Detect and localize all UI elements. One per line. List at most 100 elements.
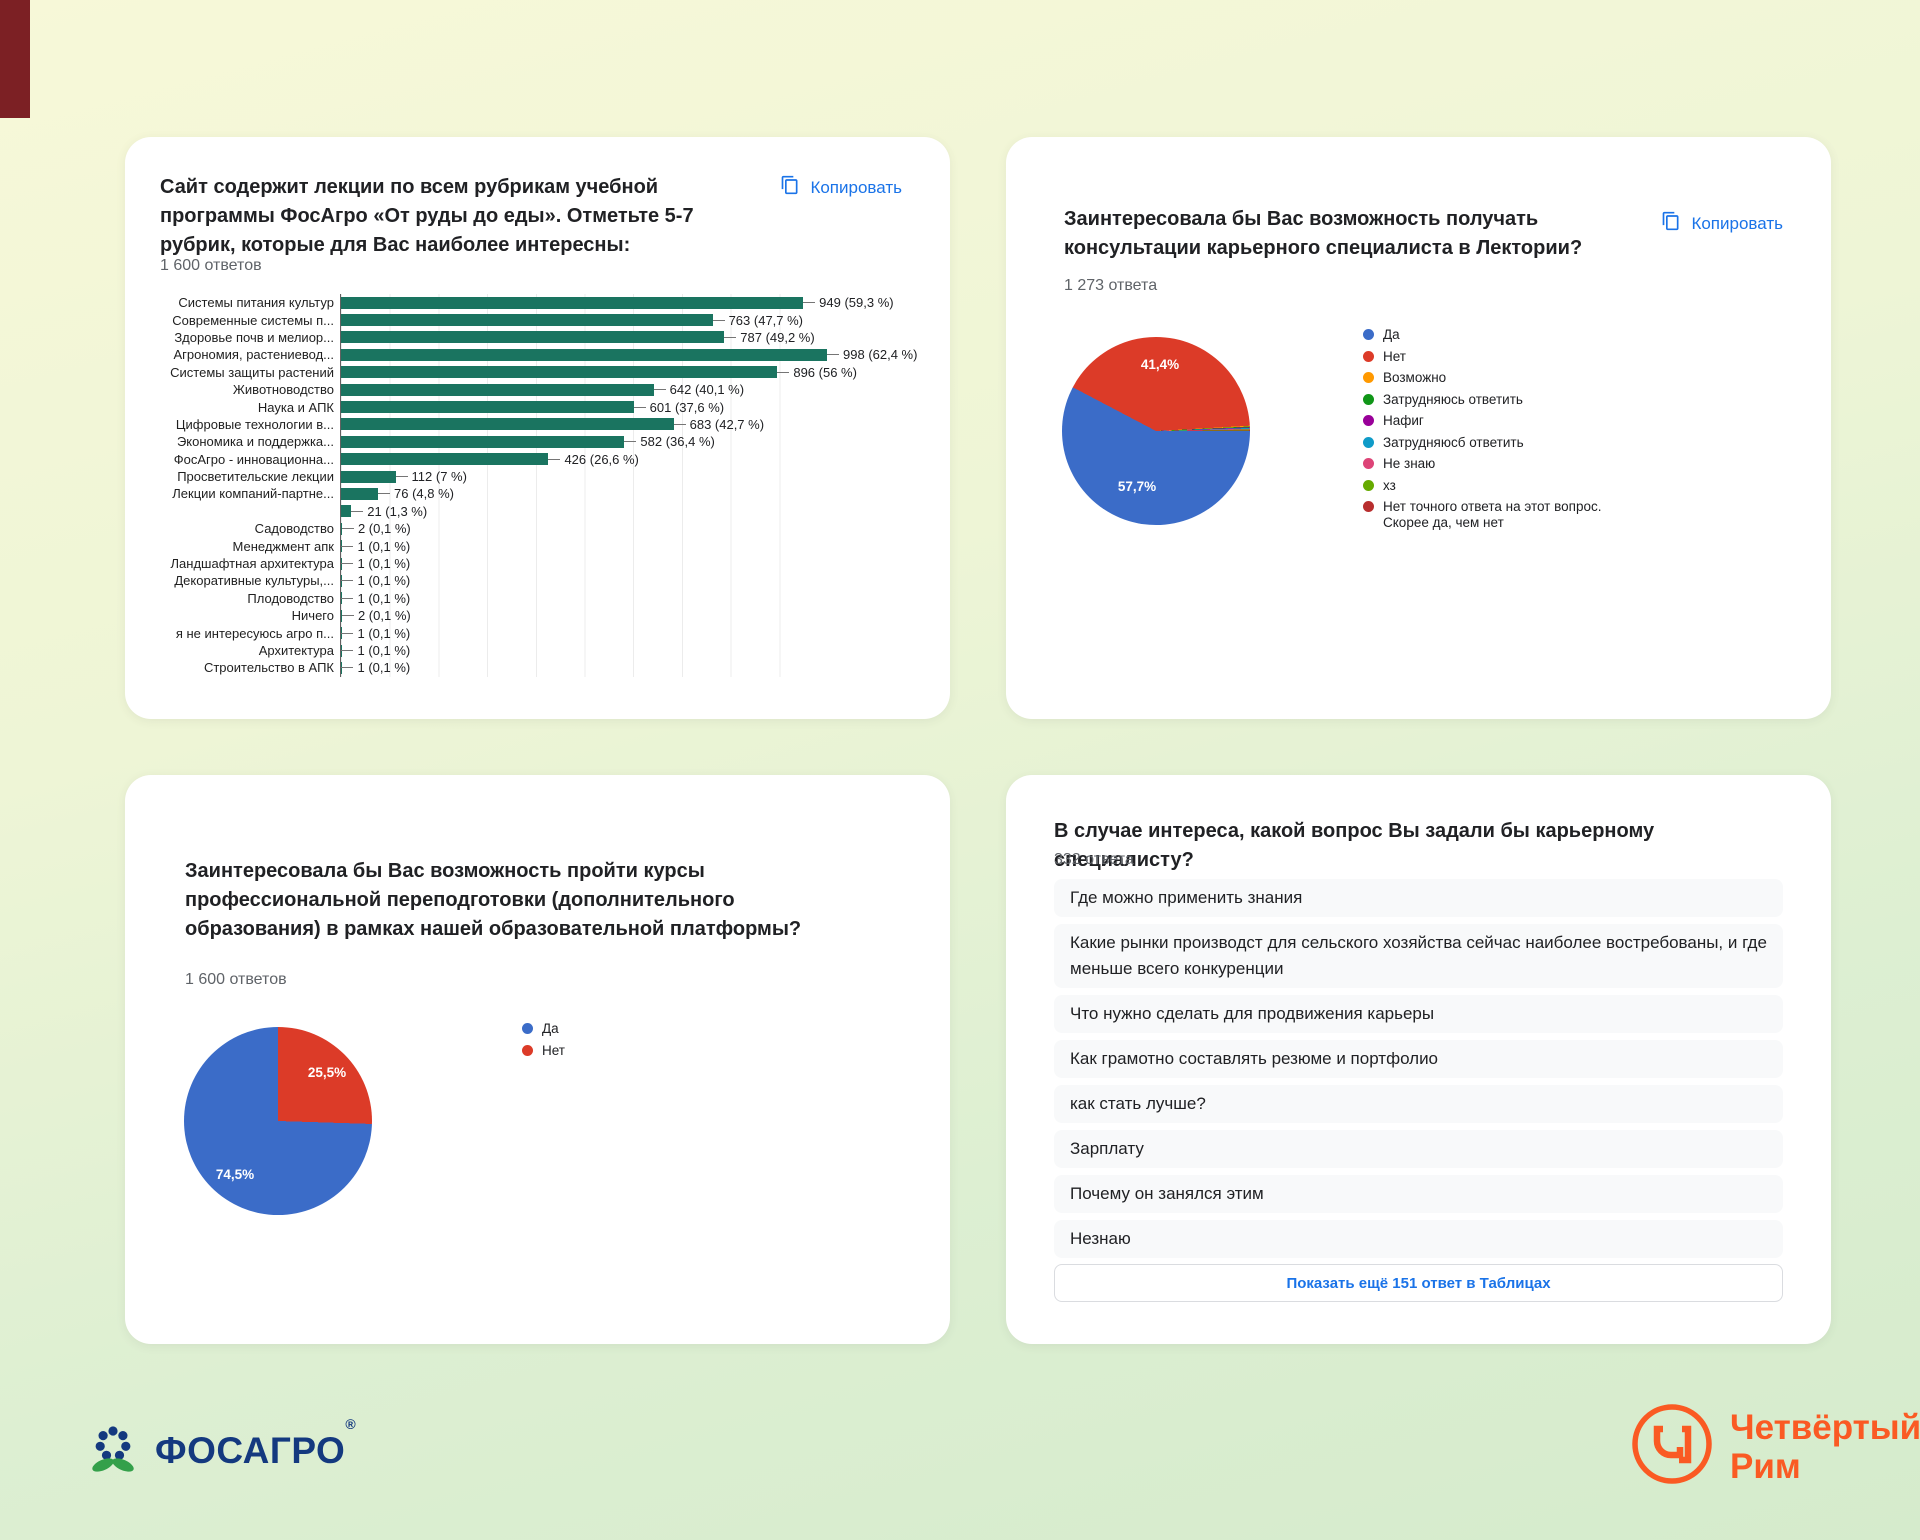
- bar-category-label: Архитектура: [258, 643, 334, 658]
- bar-category-label: Здоровье почв и мелиор...: [174, 329, 334, 345]
- bar-row: Садоводство 2 (0,1 %): [160, 520, 920, 538]
- legend-color-dot: [1363, 436, 1374, 448]
- bar-value-label: 1 (0,1 %): [357, 625, 411, 641]
- bar-value-label: 763 (47,7 %): [728, 312, 804, 328]
- bar-row: Агрономия, растениевод... 998 (62,4 %): [160, 346, 920, 364]
- legend-color-dot: [1363, 415, 1374, 426]
- pie-slice-label: 25,5%: [307, 1065, 347, 1080]
- responses-count: 1 600 ответов: [185, 971, 287, 988]
- bar-track: 1 (0,1 %): [340, 537, 828, 555]
- legend-label: Затрудняюсь ответить: [1383, 391, 1523, 407]
- bar-leader-line: [624, 441, 637, 443]
- legend-label: Да: [542, 1021, 559, 1036]
- answers-list: Где можно применить знания Какие рынки пр…: [1054, 879, 1783, 1258]
- bar-leader-line: [341, 615, 354, 617]
- bar-category-label: Менеджмент апк: [232, 538, 334, 554]
- legend-label: Возможно: [1383, 370, 1447, 385]
- answer-row: Зарплату: [1054, 1130, 1783, 1168]
- bar-leader-line: [341, 563, 354, 565]
- bar-leader-line: [341, 650, 354, 651]
- bar-value-label: 1 (0,1 %): [357, 590, 411, 606]
- legend-item: хз: [1363, 478, 1621, 494]
- bar-value-label: 787 (49,2 %): [740, 329, 815, 345]
- bar-row: Лекции компаний-партне... 76 (4,8 %): [160, 485, 920, 503]
- registered-mark: ®: [345, 1415, 357, 1432]
- bar-track: 896 (56 %): [340, 363, 857, 381]
- bar-track: 1 (0,1 %): [340, 659, 828, 677]
- bar-track: 2 (0,1 %): [340, 607, 828, 625]
- bar: [341, 383, 654, 396]
- bar-track: 1 (0,1 %): [340, 554, 828, 573]
- bar-row: я не интересуюсь агро п... 1 (0,1 %): [160, 624, 920, 642]
- bar-category-label: Современные системы п...: [172, 312, 334, 328]
- legend-color-dot: [1363, 479, 1374, 491]
- pie-slice-label: 41,4%: [1140, 357, 1180, 372]
- bar: [341, 505, 352, 518]
- corner-strip: [0, 0, 30, 118]
- question-title: Сайт содержит лекции по всем рубрикам уч…: [160, 176, 694, 256]
- bar-leader-line: [827, 354, 840, 356]
- bar-category-label: ФосАгро - инновационна...: [173, 451, 334, 467]
- bar-category-label: Агрономия, растениевод...: [173, 347, 334, 363]
- bar-row: Менеджмент апк 1 (0,1 %): [160, 537, 920, 555]
- bar-leader-line: [653, 389, 666, 391]
- copy-button[interactable]: Копировать: [780, 175, 902, 200]
- rubrics-bar-card: Копировать Сайт содержит лекции по всем …: [125, 137, 950, 719]
- copy-button[interactable]: Копировать: [1661, 211, 1783, 236]
- bar-value-label: 949 (59,3 %): [819, 295, 894, 311]
- bar-track: 426 (26,6 %): [340, 450, 828, 468]
- bar-track: 2 (0,1 %): [340, 520, 828, 538]
- question-title: Заинтересовала бы Вас возможность пройти…: [185, 860, 802, 940]
- fosagro-flower-icon: [85, 1420, 141, 1481]
- courses-pie-card: Заинтересовала бы Вас возможность пройти…: [125, 775, 950, 1344]
- bar-row: Современные системы п... 763 (47,7 %): [160, 311, 920, 329]
- bar-leader-line: [712, 319, 725, 321]
- bar-category-label: Декоративные культуры,...: [174, 573, 334, 589]
- legend-item: Не знаю: [1363, 456, 1621, 472]
- legend-label: Нет точного ответа на этот вопрос. Скоре…: [1383, 499, 1602, 530]
- bar-track: 1 (0,1 %): [340, 624, 828, 642]
- bar: [341, 401, 634, 414]
- question-title: Заинтересовала бы Вас возможность получа…: [1064, 208, 1583, 259]
- fosagro-logo: ФОСАГРО®: [85, 1416, 356, 1481]
- bar-category-label: Системы защиты растений: [170, 364, 334, 380]
- bar: [341, 314, 713, 327]
- bar-category-label: Ничего: [291, 608, 334, 624]
- bar-track: 787 (49,2 %): [340, 328, 828, 347]
- responses-count: 1 600 ответов: [160, 257, 262, 274]
- bar-track: 1 (0,1 %): [340, 641, 828, 660]
- answer-row: Что нужно сделать для продвижения карьер…: [1054, 995, 1783, 1033]
- bar-category-label: Животноводство: [232, 382, 334, 398]
- bar-track: 998 (62,4 %): [340, 346, 917, 364]
- bar: [341, 366, 778, 379]
- bar-value-label: 1 (0,1 %): [357, 573, 411, 589]
- bar: [341, 522, 342, 535]
- legend-label: Затрудняюсб ответить: [1383, 434, 1524, 450]
- bar-category-label: Наука и АПК: [257, 399, 334, 415]
- bar-row: Строительство в АПК 1 (0,1 %): [160, 659, 920, 677]
- bar-leader-line: [341, 632, 354, 634]
- legend-color-dot: [1363, 329, 1374, 340]
- bar-leader-line: [341, 545, 354, 547]
- bar-row: Системы защиты растений 896 (56 %): [160, 363, 920, 381]
- show-more-answers-button[interactable]: Показать ещё 151 ответ в Таблицах: [1054, 1264, 1783, 1302]
- bar-row: Животноводство 642 (40,1 %): [160, 380, 920, 399]
- copy-icon: [1661, 211, 1681, 236]
- bar-row: Декоративные культуры,... 1 (0,1 %): [160, 572, 920, 590]
- bar: [341, 435, 625, 448]
- bar-category-label: Экономика и поддержка...: [176, 434, 334, 450]
- legend-label: Не знаю: [1383, 456, 1436, 471]
- bar-category-label: Системы питания культур: [178, 295, 334, 311]
- legend-item: Нет точного ответа на этот вопрос. Скоре…: [1363, 499, 1621, 530]
- copy-button-label: Копировать: [1691, 213, 1783, 233]
- bar-row: Цифровые технологии в... 683 (42,7 %): [160, 415, 920, 434]
- bar-value-label: 2 (0,1 %): [357, 608, 411, 624]
- bar-row: ФосАгро - инновационна... 426 (26,6 %): [160, 450, 920, 468]
- bar-value-label: 76 (4,8 %): [394, 486, 454, 502]
- legend-color-dot: [522, 1023, 533, 1034]
- legend-item: Нет: [1363, 349, 1621, 365]
- legend-label: Нет: [1383, 348, 1406, 364]
- bar-value-label: 601 (37,6 %): [649, 399, 725, 415]
- legend-color-dot: [1363, 372, 1374, 383]
- answer-row: как стать лучше?: [1054, 1085, 1783, 1123]
